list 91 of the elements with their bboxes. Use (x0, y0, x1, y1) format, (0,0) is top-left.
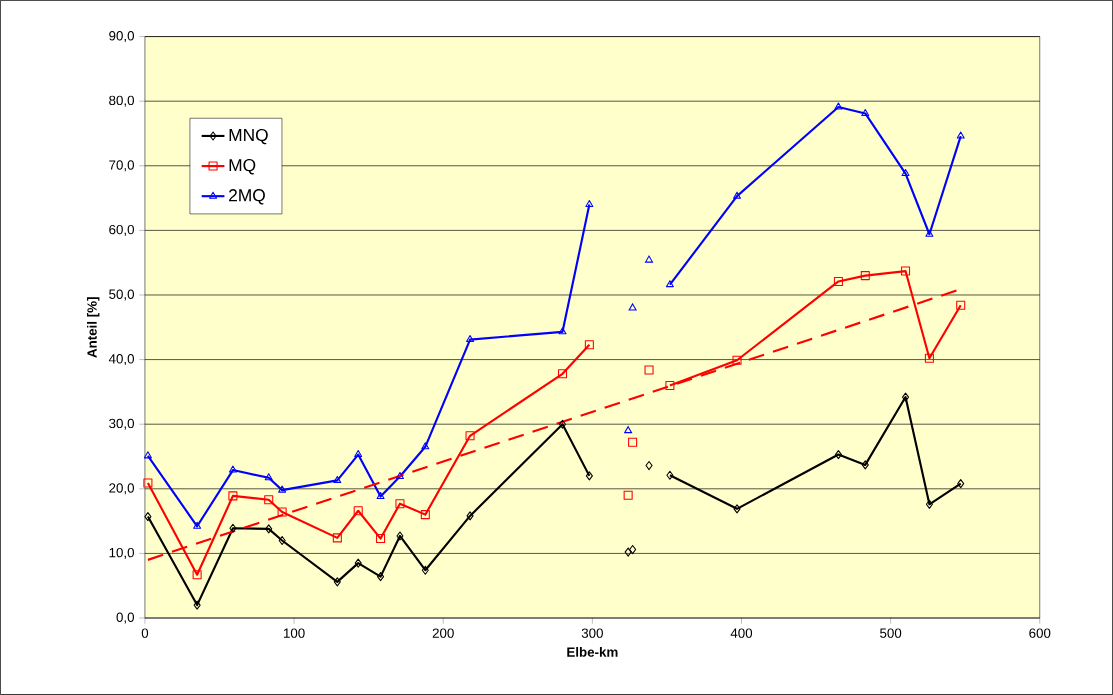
point (277, 507, 287, 517)
point (264, 473, 273, 481)
point (193, 521, 202, 529)
x-axis-title: Elbe-km (567, 647, 618, 657)
point (143, 451, 152, 459)
point (644, 365, 654, 375)
point (665, 280, 674, 288)
point (732, 355, 742, 365)
x-tick-label: 300 (581, 628, 603, 638)
point (354, 450, 363, 458)
point (420, 510, 430, 520)
point (466, 335, 475, 343)
point (421, 442, 430, 450)
x-tick-label: 100 (283, 628, 305, 638)
point (834, 450, 842, 460)
point (558, 327, 567, 335)
point (228, 465, 237, 473)
point (628, 303, 637, 311)
y-tick-label: 60,0 (109, 224, 135, 236)
point (466, 511, 474, 521)
point (623, 490, 633, 500)
point (264, 495, 274, 505)
point (925, 229, 934, 237)
point (665, 380, 675, 391)
point (278, 535, 286, 546)
point (901, 169, 910, 177)
point (332, 533, 342, 543)
point (376, 492, 385, 500)
y-axis-title: Anteil [%] (86, 297, 100, 358)
point (229, 523, 237, 533)
point (421, 565, 429, 575)
x-tick-label: 600 (1029, 628, 1051, 638)
point (395, 472, 404, 480)
point (924, 353, 934, 363)
point (585, 200, 594, 208)
point (733, 504, 741, 514)
point (278, 485, 287, 493)
point (584, 340, 594, 350)
point (143, 478, 153, 488)
point (333, 577, 341, 587)
point (192, 570, 202, 580)
point (628, 437, 638, 447)
y-tick-label: 30,0 (109, 418, 135, 430)
point (957, 479, 965, 489)
y-tick-label: 40,0 (108, 354, 135, 366)
point (629, 545, 637, 555)
point (395, 499, 405, 509)
point (585, 471, 593, 481)
point (228, 491, 238, 501)
point (396, 531, 404, 541)
legend-label: MQ (229, 159, 256, 175)
point (557, 369, 568, 379)
point (333, 475, 342, 483)
y-tick-label: 0,0 (116, 612, 135, 624)
x-tick-label: 400 (730, 628, 753, 638)
point (354, 558, 362, 568)
point (353, 506, 363, 516)
point (645, 255, 654, 263)
point (861, 460, 869, 470)
point (558, 419, 567, 429)
point (645, 461, 653, 471)
point (902, 392, 910, 402)
point (465, 431, 475, 441)
x-tick-label: 0 (141, 628, 149, 638)
point (956, 131, 965, 139)
point (624, 547, 632, 557)
y-tick-label: 10,0 (109, 547, 135, 559)
point (624, 426, 633, 434)
point (193, 600, 201, 610)
point (860, 271, 870, 281)
y-tick-label: 50,0 (109, 289, 135, 301)
point (834, 102, 843, 110)
y-tick-label: 70,0 (109, 160, 135, 172)
legend-label: 2MQ (229, 189, 265, 205)
point (144, 512, 152, 522)
y-tick-label: 90,0 (109, 31, 135, 43)
point (901, 266, 911, 276)
y-tick-label: 80,0 (109, 95, 135, 107)
point (833, 276, 843, 286)
x-tick-label: 500 (880, 628, 902, 638)
point (733, 191, 742, 199)
legend-label: MNQ (229, 128, 268, 145)
point (925, 499, 933, 509)
y-tick-label: 20,0 (109, 483, 135, 495)
point (377, 572, 385, 582)
x-tick-label: 200 (432, 628, 454, 638)
point (376, 534, 386, 544)
point (861, 108, 870, 117)
point (265, 524, 273, 534)
point (956, 300, 966, 310)
point (666, 470, 674, 480)
